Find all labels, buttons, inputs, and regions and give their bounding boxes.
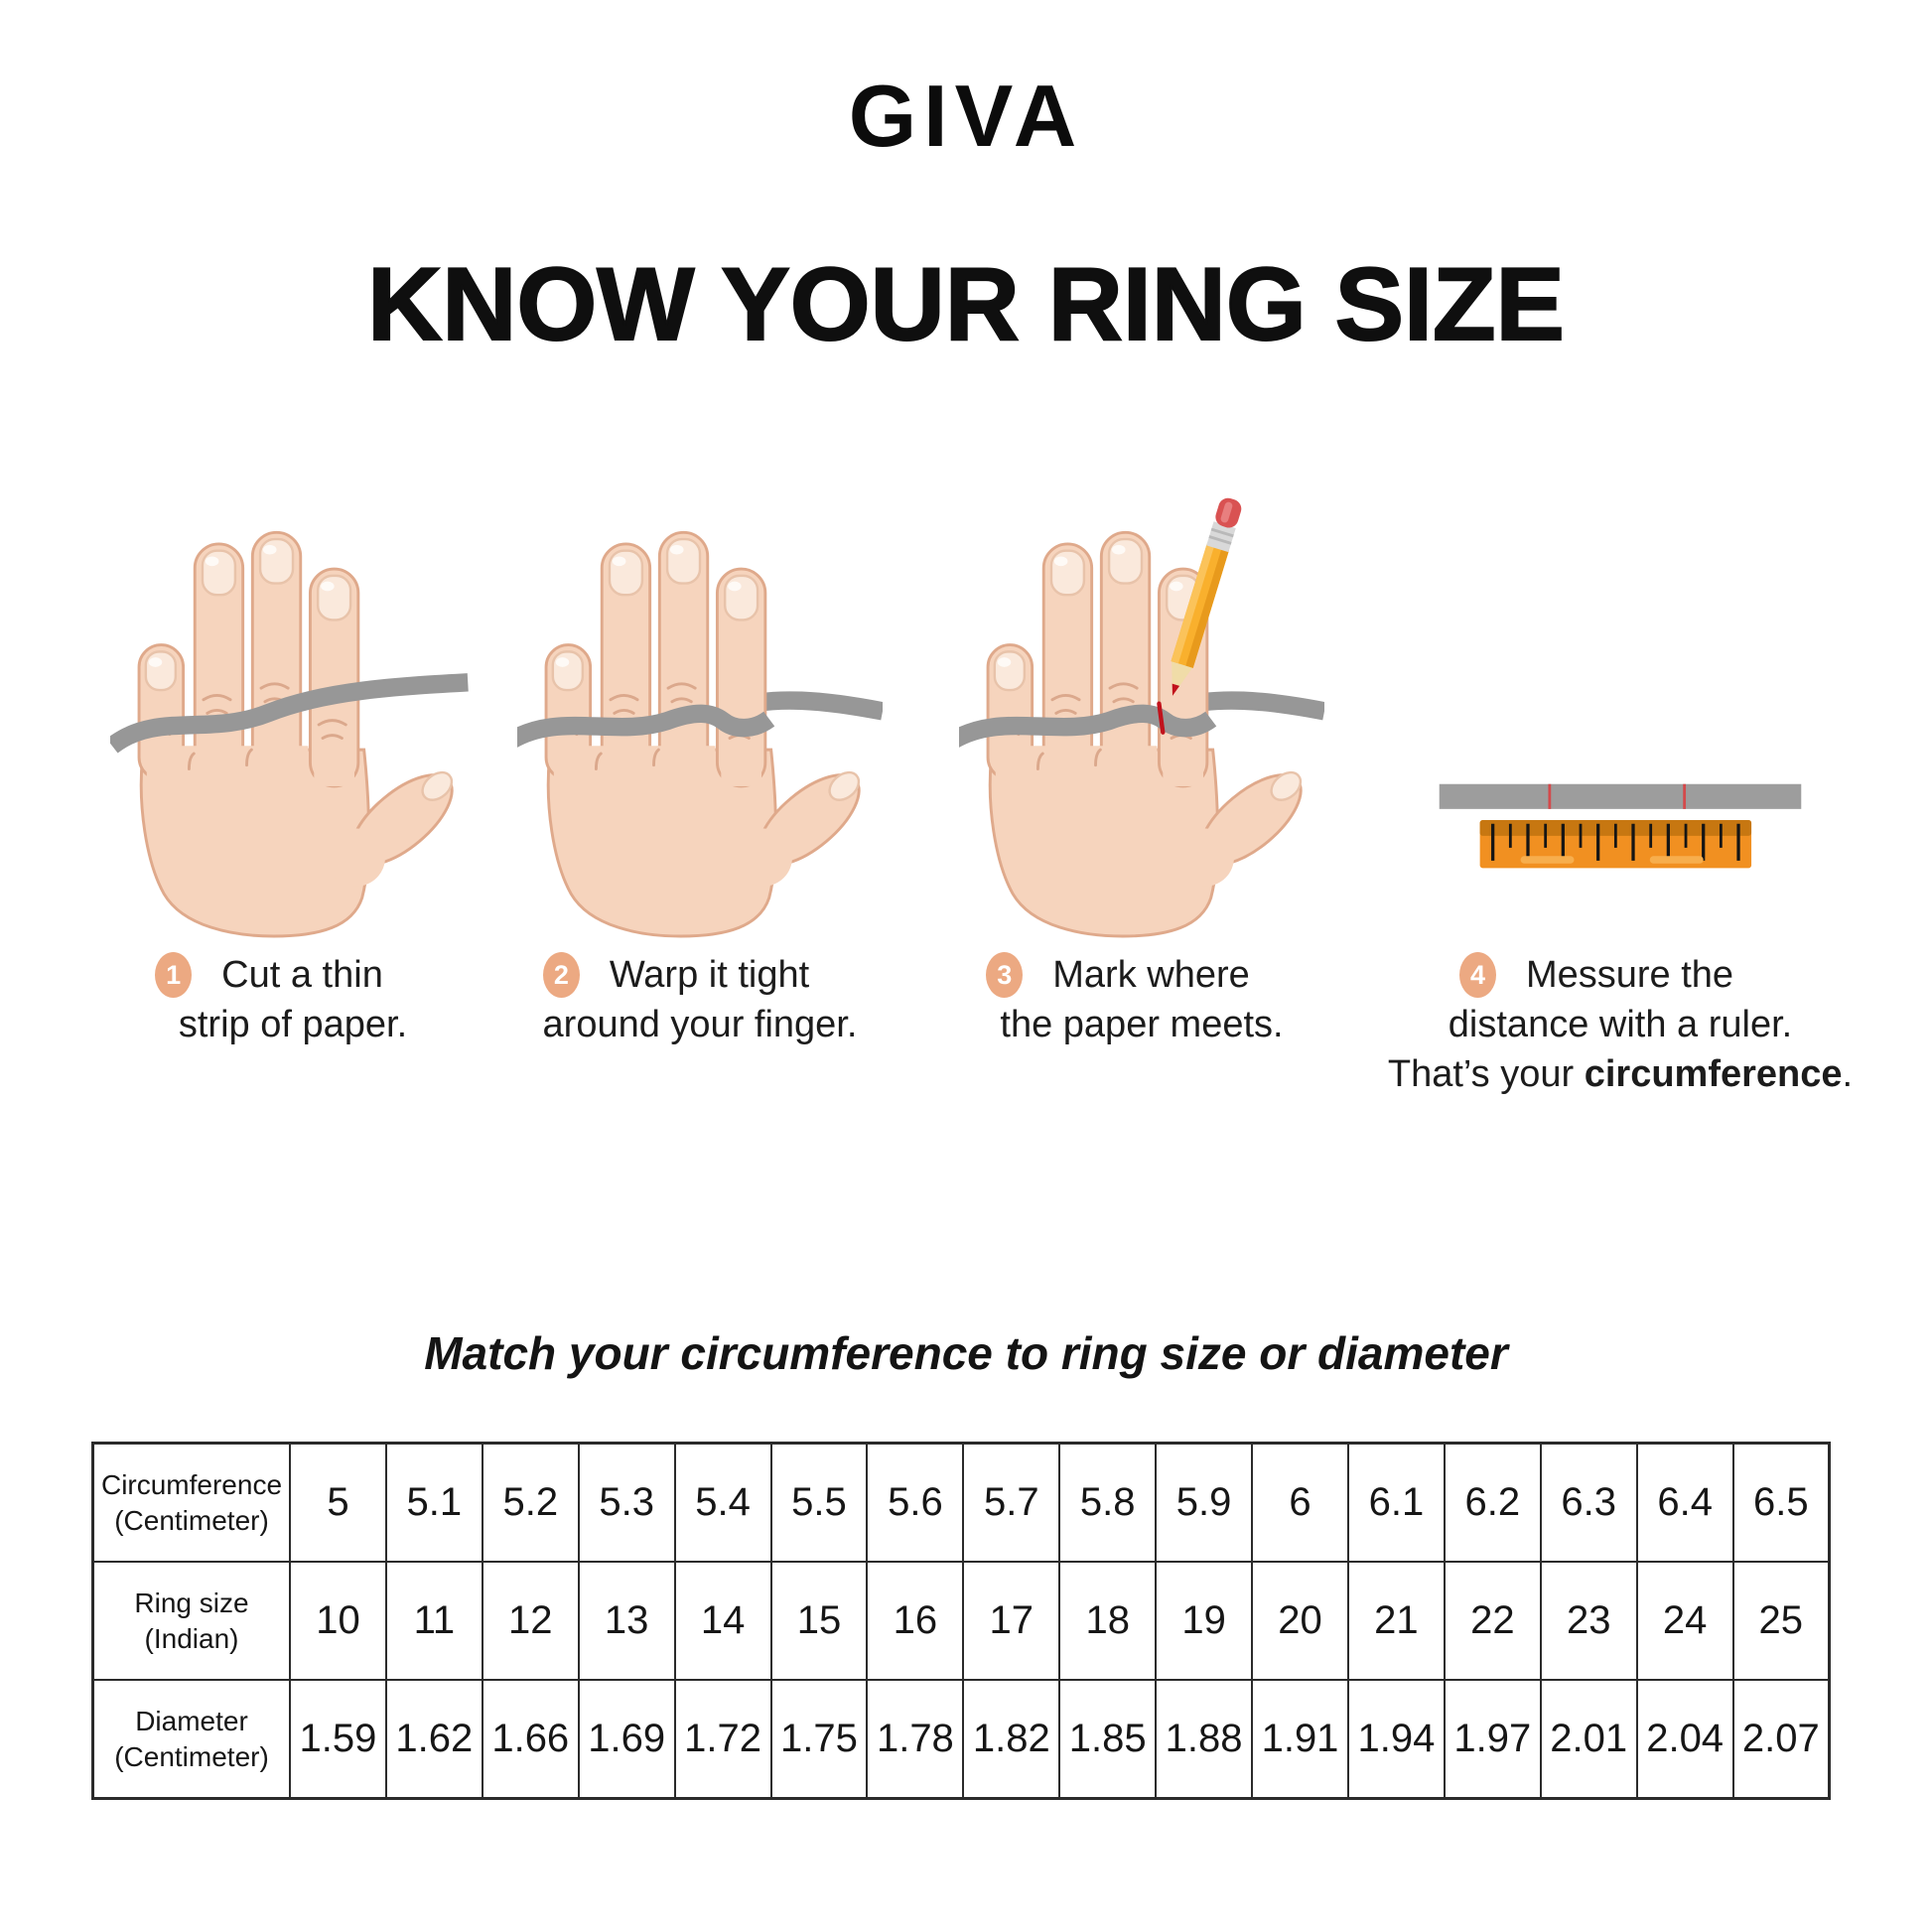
ring-size-table: Circumference (Centimeter) 5 5.1 5.2 5.3 5.4 5.…: [91, 1442, 1831, 1800]
step-1-caption: 1 Cut a thin strip of paper.: [69, 950, 516, 1049]
step-1-caption-line1: Cut a thin: [221, 954, 383, 996]
row-header: Circumference (Centimeter): [91, 1442, 291, 1563]
caption-line3-suffix: .: [1842, 1053, 1854, 1095]
step-2-illustration: [482, 397, 918, 938]
hand-pencil-mark-icon: [959, 495, 1324, 938]
table-cell: 24: [1635, 1561, 1734, 1681]
table-cell: 19: [1155, 1561, 1254, 1681]
brand-logo: GIVA: [848, 67, 1084, 165]
table-cell: 1.91: [1251, 1679, 1349, 1800]
table-caption: Match your circumference to ring size or…: [424, 1327, 1508, 1379]
table-cell: 1.88: [1155, 1679, 1254, 1800]
hand-with-paper-strip-icon: [110, 530, 476, 938]
size-table-body: Circumference (Centimeter) 5 5.1 5.2 5.3 5.4 5.…: [91, 1442, 1831, 1800]
table-row: Diameter (Centimeter) 1.59 1.62 1.66 1.69 1.72…: [91, 1679, 1831, 1800]
step-2-caption-line2: around your finger.: [542, 1004, 858, 1045]
step-1-badge: 1: [155, 952, 193, 998]
table-cell: 5.4: [673, 1442, 772, 1563]
step-2-badge: 2: [542, 952, 580, 998]
table-cell: 1.66: [481, 1679, 580, 1800]
table-cell: 2.07: [1731, 1679, 1831, 1800]
table-cell: 14: [673, 1561, 772, 1681]
table-cell: 25: [1731, 1561, 1831, 1681]
table-cell: 5.5: [769, 1442, 869, 1563]
table-cell: 1.59: [289, 1679, 387, 1800]
table-cell: 12: [481, 1561, 580, 1681]
table-cell: 5: [289, 1442, 387, 1563]
step-4-caption-line2: distance with a ruler.: [1448, 1004, 1793, 1045]
step-1-illustration: [69, 397, 516, 938]
table-cell: 1.82: [962, 1679, 1061, 1800]
table-row: Circumference (Centimeter) 5 5.1 5.2 5.3 5.4 5.…: [91, 1442, 1831, 1563]
table-cell: 1.85: [1058, 1679, 1158, 1800]
table-cell: 5.9: [1155, 1442, 1254, 1563]
table-cell: 6.4: [1635, 1442, 1734, 1563]
table-cell: 1.75: [769, 1679, 869, 1800]
table-cell: 6.2: [1443, 1442, 1542, 1563]
table-cell: 6.5: [1731, 1442, 1831, 1563]
step-3-caption-line1: Mark where: [1052, 954, 1250, 996]
step-1: 1 Cut a thin strip of paper.: [69, 397, 516, 1049]
step-2: 2 Warp it tight around your finger.: [482, 397, 918, 1049]
row-header: Diameter (Centimeter): [91, 1679, 291, 1800]
table-cell: 16: [866, 1561, 965, 1681]
step-3-caption-line2: the paper meets.: [1000, 1004, 1284, 1045]
table-cell: 22: [1443, 1561, 1542, 1681]
step-3-illustration: [918, 397, 1365, 938]
table-cell: 13: [577, 1561, 676, 1681]
caption-line3-prefix: That’s your: [1387, 1053, 1585, 1095]
table-cell: 5.2: [481, 1442, 580, 1563]
table-cell: 6: [1251, 1442, 1349, 1563]
table-cell: 17: [962, 1561, 1061, 1681]
table-cell: 1.72: [673, 1679, 772, 1800]
table-cell: 6.3: [1539, 1442, 1638, 1563]
table-cell: 6.1: [1346, 1442, 1446, 1563]
table-cell: 5.7: [962, 1442, 1061, 1563]
table-cell: 21: [1346, 1561, 1446, 1681]
table-cell: 15: [769, 1561, 869, 1681]
table-cell: 10: [289, 1561, 387, 1681]
step-3: 3 Mark where the paper meets.: [918, 397, 1365, 1049]
table-cell: 2.04: [1635, 1679, 1734, 1800]
step-3-badge: 3: [986, 952, 1024, 998]
table-row: Ring size (Indian) 10 11 12 13 14 15 16 17 18 19 20 2…: [91, 1561, 1831, 1681]
table-cell: 20: [1251, 1561, 1349, 1681]
caption-line3-bold: circumference: [1584, 1053, 1843, 1095]
step-4-badge: 4: [1458, 952, 1496, 998]
hand-wrapped-strip-icon: [517, 530, 883, 938]
paper-strip-and-ruler-icon: [1439, 783, 1802, 869]
table-cell: 5.8: [1058, 1442, 1158, 1563]
table-cell: 5.1: [384, 1442, 483, 1563]
step-4: 4 Messure the distance with a ruler. Tha…: [1362, 397, 1878, 1099]
step-1-caption-line2: strip of paper.: [178, 1004, 408, 1045]
table-cell: 1.97: [1443, 1679, 1542, 1800]
table-cell: 1.62: [384, 1679, 483, 1800]
page-title: KNOW YOUR RING SIZE: [366, 246, 1566, 363]
step-2-caption: 2 Warp it tight around your finger.: [482, 950, 918, 1049]
table-cell: 1.78: [866, 1679, 965, 1800]
table-cell: 2.01: [1539, 1679, 1638, 1800]
table-cell: 1.94: [1346, 1679, 1446, 1800]
row-header: Ring size (Indian): [91, 1561, 291, 1681]
step-4-caption-line3: That’s your circumference.: [1362, 1049, 1878, 1099]
step-2-caption-line1: Warp it tight: [609, 954, 810, 996]
step-4-illustration: [1362, 397, 1878, 938]
table-cell: 23: [1539, 1561, 1638, 1681]
table-cell: 5.6: [866, 1442, 965, 1563]
step-4-caption-line1: Messure the: [1525, 954, 1734, 996]
step-4-caption: 4 Messure the distance with a ruler. Tha…: [1362, 950, 1878, 1099]
step-3-caption: 3 Mark where the paper meets.: [918, 950, 1365, 1049]
table-cell: 18: [1058, 1561, 1158, 1681]
table-cell: 5.3: [577, 1442, 676, 1563]
table-cell: 11: [384, 1561, 483, 1681]
table-cell: 1.69: [577, 1679, 676, 1800]
